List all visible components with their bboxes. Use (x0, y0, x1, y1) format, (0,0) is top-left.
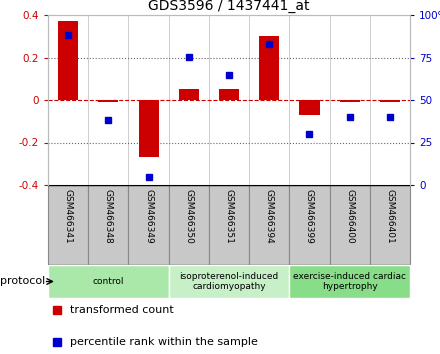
Text: protocol: protocol (0, 276, 45, 286)
Bar (380, 100, 400, 102)
Bar (48, 265, 169, 298)
Bar (48, 185, 88, 265)
Text: percentile rank within the sample: percentile rank within the sample (70, 337, 258, 347)
Text: control: control (92, 277, 124, 286)
Text: GSM466341: GSM466341 (64, 189, 73, 244)
Bar (219, 89, 239, 100)
Text: GSM466394: GSM466394 (265, 189, 274, 244)
Bar (98, 100, 118, 102)
Bar (259, 36, 279, 100)
Text: exercise-induced cardiac
hypertrophy: exercise-induced cardiac hypertrophy (293, 272, 406, 291)
Bar (88, 185, 128, 265)
Bar (169, 185, 209, 265)
Bar (340, 100, 360, 102)
Bar (128, 185, 169, 265)
Bar (330, 185, 370, 265)
Bar (139, 100, 158, 158)
Text: GSM466348: GSM466348 (104, 189, 113, 244)
Bar (290, 185, 330, 265)
Bar (290, 265, 410, 298)
Text: GSM466399: GSM466399 (305, 189, 314, 244)
Text: GSM466400: GSM466400 (345, 189, 354, 244)
Bar (249, 185, 290, 265)
Text: GSM466350: GSM466350 (184, 189, 193, 244)
Text: isoproterenol-induced
cardiomyopathy: isoproterenol-induced cardiomyopathy (180, 272, 279, 291)
Bar (179, 89, 199, 100)
Text: GSM466401: GSM466401 (385, 189, 394, 244)
Title: GDS3596 / 1437441_at: GDS3596 / 1437441_at (148, 0, 310, 13)
Bar (370, 185, 410, 265)
Text: transformed count: transformed count (70, 305, 174, 315)
Bar (209, 185, 249, 265)
Bar (169, 265, 290, 298)
Text: GSM466349: GSM466349 (144, 189, 153, 244)
Bar (299, 100, 319, 115)
Text: GSM466351: GSM466351 (224, 189, 234, 244)
Bar (58, 21, 78, 100)
